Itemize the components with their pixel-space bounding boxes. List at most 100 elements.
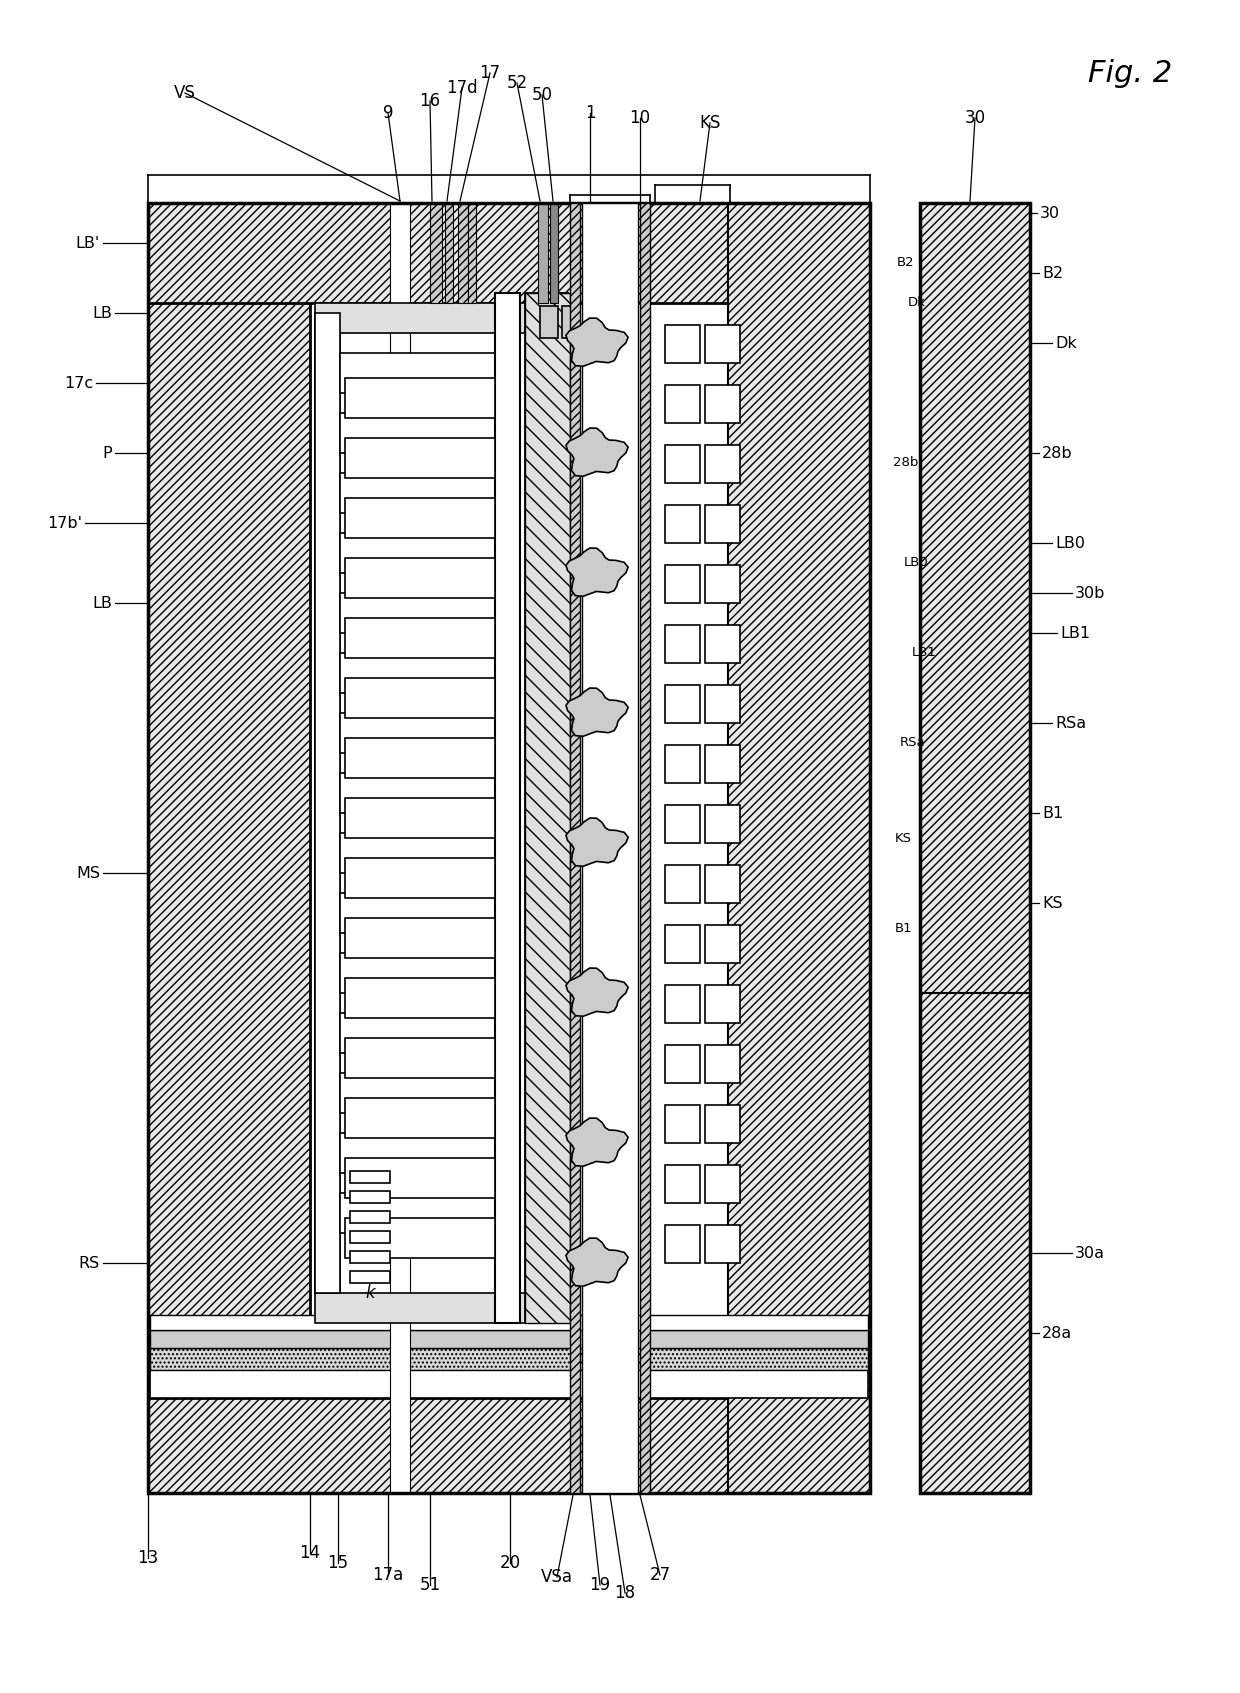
Bar [706, 1045, 740, 1084]
Text: 28b: 28b [1042, 445, 1073, 460]
Bar [706, 1226, 740, 1263]
Text: 30a: 30a [1075, 1246, 1105, 1261]
Bar [706, 625, 740, 664]
Text: 15: 15 [327, 1554, 348, 1573]
Bar [665, 686, 701, 723]
Text: 17b': 17b' [47, 515, 82, 530]
Bar [525, 293, 568, 1322]
Bar [345, 738, 495, 779]
Text: RSa: RSa [900, 736, 925, 750]
Bar [706, 985, 740, 1023]
Bar [665, 985, 701, 1023]
Bar [728, 203, 870, 1493]
Text: Fig. 2: Fig. 2 [1087, 59, 1172, 88]
Bar [582, 203, 639, 1493]
Text: RS: RS [79, 1256, 100, 1270]
Bar [340, 833, 495, 874]
Bar [350, 1271, 391, 1283]
Bar [345, 559, 495, 598]
Text: 17d: 17d [446, 80, 477, 97]
Text: VSa: VSa [541, 1568, 573, 1586]
Bar [665, 625, 701, 664]
Text: 28b: 28b [893, 457, 919, 469]
Bar [340, 533, 495, 572]
Bar [570, 203, 580, 1493]
Text: Dk: Dk [908, 296, 926, 310]
Text: P: P [103, 445, 112, 460]
Bar [345, 979, 495, 1017]
Text: Dk: Dk [1055, 335, 1076, 350]
Bar [150, 1370, 868, 1398]
Bar [345, 618, 495, 659]
Text: 50: 50 [532, 86, 553, 103]
Text: 19: 19 [589, 1576, 610, 1595]
Bar [467, 203, 476, 303]
Text: KS: KS [895, 831, 911, 845]
Bar [340, 354, 495, 393]
Bar [315, 1293, 546, 1322]
Text: 17: 17 [480, 64, 501, 81]
Bar [706, 384, 740, 423]
Text: KS: KS [699, 113, 720, 132]
Bar [150, 1331, 868, 1348]
Bar [340, 713, 495, 753]
Text: 51: 51 [419, 1576, 440, 1595]
Bar [148, 203, 870, 303]
Bar [340, 1012, 495, 1053]
Text: MS: MS [76, 865, 100, 880]
Text: 16: 16 [419, 91, 440, 110]
Bar [345, 1158, 495, 1199]
Bar [665, 804, 701, 843]
Bar [665, 745, 701, 782]
Bar [350, 1190, 391, 1204]
Text: B2: B2 [1042, 266, 1063, 281]
Bar [920, 203, 1030, 1493]
Bar [340, 413, 495, 454]
Bar [706, 924, 740, 963]
Bar [584, 306, 601, 339]
Bar [706, 686, 740, 723]
Bar [665, 1106, 701, 1143]
Bar [665, 505, 701, 543]
Bar [391, 203, 410, 1493]
Bar [350, 1231, 391, 1243]
Bar [150, 1315, 868, 1331]
Text: 14: 14 [299, 1544, 321, 1563]
Bar [345, 438, 495, 477]
Text: B2: B2 [897, 257, 915, 269]
Text: 30b: 30b [1075, 586, 1105, 601]
Bar [706, 804, 740, 843]
Bar [340, 653, 495, 692]
Text: LB1: LB1 [911, 647, 937, 660]
Text: VS: VS [174, 85, 196, 102]
Bar [340, 1194, 495, 1233]
Text: 52: 52 [506, 74, 527, 91]
Bar [562, 306, 580, 339]
Bar [525, 293, 570, 1322]
Bar [345, 1217, 495, 1258]
Polygon shape [565, 549, 629, 596]
Bar [350, 1172, 391, 1183]
Bar [345, 498, 495, 538]
Bar [665, 1226, 701, 1263]
Bar [345, 378, 495, 418]
Text: 20: 20 [500, 1554, 521, 1573]
Bar [345, 1038, 495, 1078]
Bar [340, 1073, 495, 1112]
Text: B1: B1 [1042, 806, 1063, 821]
Text: 27: 27 [650, 1566, 671, 1585]
Polygon shape [565, 1238, 629, 1287]
Bar [706, 325, 740, 362]
Bar [148, 203, 870, 1493]
Text: 17c: 17c [64, 376, 93, 391]
Bar [315, 303, 546, 334]
Bar [148, 1398, 870, 1493]
Bar [706, 565, 740, 603]
Bar [345, 677, 495, 718]
Text: KS: KS [1042, 896, 1063, 911]
Bar [706, 505, 740, 543]
Text: 10: 10 [630, 108, 651, 127]
Bar [340, 774, 495, 813]
Bar [665, 325, 701, 362]
Bar [640, 203, 650, 1493]
